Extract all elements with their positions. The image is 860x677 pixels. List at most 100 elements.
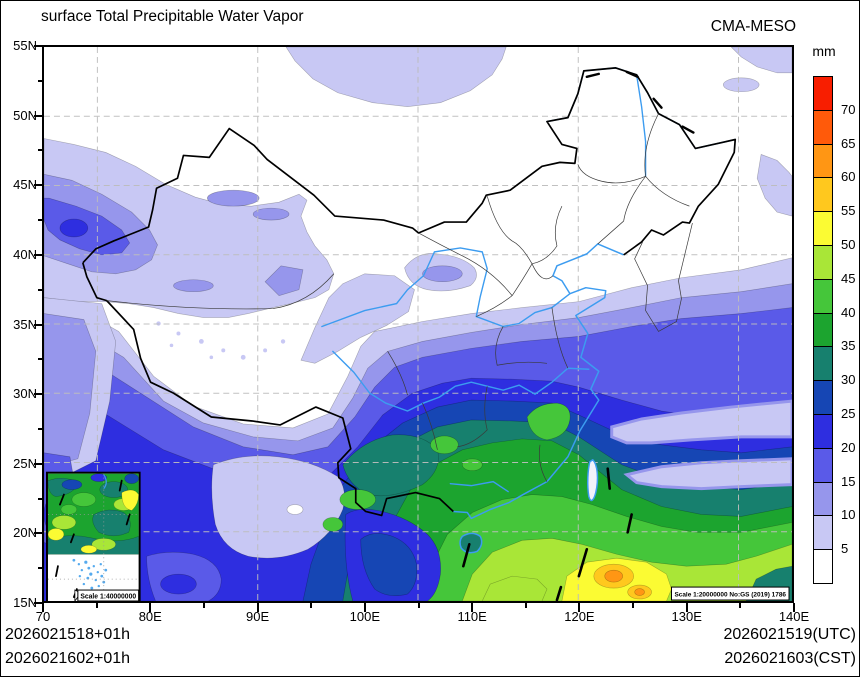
x-major-tick <box>793 603 795 612</box>
y-minor-tick <box>38 79 43 82</box>
northern-patches <box>285 47 792 217</box>
y-minor-tick <box>38 358 43 361</box>
colorbar-segment <box>813 177 833 213</box>
colorbar-segment <box>813 76 833 111</box>
colorbar-tick-label: 20 <box>841 439 856 455</box>
x-major-tick <box>471 603 474 612</box>
map-plot-area: Scale 1:40000000 Scale 1:20000000 No:GS … <box>42 45 794 603</box>
colorbar-tick-label: 60 <box>841 169 856 185</box>
yangtze-river <box>332 350 590 412</box>
colorbar <box>813 76 833 584</box>
y-axis-label: 15N <box>13 595 37 610</box>
x-major-tick <box>578 603 581 612</box>
y-major-tick <box>34 393 43 396</box>
y-minor-tick <box>38 288 43 291</box>
map-svg: Scale 1:40000000 Scale 1:20000000 No:GS … <box>44 47 792 601</box>
colorbar-segment <box>813 244 833 280</box>
x-axis-label: 110E <box>457 609 487 624</box>
y-major-tick <box>34 253 43 256</box>
x-major-tick <box>42 603 44 612</box>
inset-dash-line <box>55 479 131 598</box>
colorbar-tick-label: 55 <box>841 203 856 219</box>
x-minor-tick <box>524 603 527 608</box>
x-minor-tick <box>95 603 98 608</box>
colorbar-tick-label: 5 <box>841 541 849 557</box>
x-minor-tick <box>632 603 635 608</box>
y-minor-tick <box>38 567 43 570</box>
colorbar-tick-label: 30 <box>841 372 856 388</box>
x-major-tick <box>685 603 688 612</box>
inset-islands <box>72 558 108 590</box>
y-axis-label: 50N <box>13 107 37 123</box>
colorbar-segment <box>813 447 833 483</box>
colorbar-tick-label: 35 <box>841 338 856 354</box>
y-axis-label: 35N <box>13 316 37 332</box>
nen-river <box>635 74 647 177</box>
y-major-tick <box>34 45 43 47</box>
y-axis-label: 20N <box>13 525 37 541</box>
colorbar-tick-label: 50 <box>841 237 856 252</box>
colorbar-segment <box>813 109 833 145</box>
x-axis-label: 90E <box>245 609 270 624</box>
valid-time-utc: 2026021519(UTC) <box>723 626 856 643</box>
taiwan-island <box>586 459 599 502</box>
x-major-tick <box>256 603 259 612</box>
y-major-tick <box>34 462 43 465</box>
model-name-label: CMA-MESO <box>710 18 796 35</box>
y-minor-tick <box>38 427 43 430</box>
y-minor-tick <box>38 219 43 222</box>
graticule <box>44 47 792 601</box>
x-major-tick <box>363 603 366 612</box>
page-title: surface Total Precipitable Water Vapor <box>41 8 304 25</box>
tibet-fringe-speckles <box>156 321 286 360</box>
valid-time-cst: 2026021603(CST) <box>724 650 856 667</box>
y-axis-label: 45N <box>13 177 37 193</box>
init-time-utc: 2026021518+01h <box>5 626 131 643</box>
x-minor-tick <box>417 603 420 608</box>
y-axis-label: 30N <box>13 386 37 402</box>
y-major-tick <box>34 184 43 187</box>
map-scale-label: Scale 1:20000000 No:GS (2019) 1786 <box>674 592 786 599</box>
korea-outline <box>634 222 693 332</box>
colorbar-segment <box>813 515 833 551</box>
colorbar-tick-label: 15 <box>841 473 856 489</box>
x-axis-label: 100E <box>349 609 381 624</box>
y-minor-tick <box>38 149 43 152</box>
nine-dash-line <box>462 467 633 601</box>
colorbar-segment <box>813 481 833 517</box>
map-scale-box: Scale 1:20000000 No:GS (2019) 1786 <box>670 586 790 601</box>
y-axis-label: 55N <box>13 38 37 53</box>
yellow-river <box>321 247 571 328</box>
hainan-island <box>459 532 483 554</box>
y-axis-label: 25N <box>13 455 37 471</box>
y-minor-tick <box>38 497 43 500</box>
init-time-cst: 2026021602+01h <box>5 650 131 667</box>
colorbar-segment <box>813 278 833 314</box>
colorbar-segment <box>813 413 833 449</box>
colorbar-segment <box>813 380 833 415</box>
colorbar-tick-label: 65 <box>841 135 856 151</box>
colorbar-segment <box>813 549 833 584</box>
y-major-tick <box>34 323 43 326</box>
x-axis-label: 130E <box>671 609 702 624</box>
x-major-tick <box>149 603 152 612</box>
inset-map: Scale 1:40000000 <box>45 471 141 601</box>
colorbar-tick-label: 25 <box>841 406 856 421</box>
inset-scale-label: Scale 1:40000000 <box>80 594 136 601</box>
pearl-river <box>449 480 509 493</box>
y-major-tick <box>34 114 43 117</box>
border-dashes <box>585 70 695 134</box>
y-major-tick <box>34 532 43 535</box>
colorbar-tick-label: 10 <box>841 507 856 523</box>
colorbar-segment <box>813 346 833 382</box>
colorbar-segment <box>813 143 833 179</box>
province-borders <box>106 113 693 482</box>
y-major-tick <box>34 602 43 604</box>
x-axis-label: 80E <box>138 609 162 624</box>
china-border <box>82 67 737 517</box>
x-axis-label: 120E <box>564 609 595 624</box>
colorbar-tick-label: 45 <box>841 270 856 286</box>
x-axis-label: 70 <box>35 609 51 624</box>
colorbar-segment <box>813 312 833 348</box>
x-minor-tick <box>310 603 313 608</box>
